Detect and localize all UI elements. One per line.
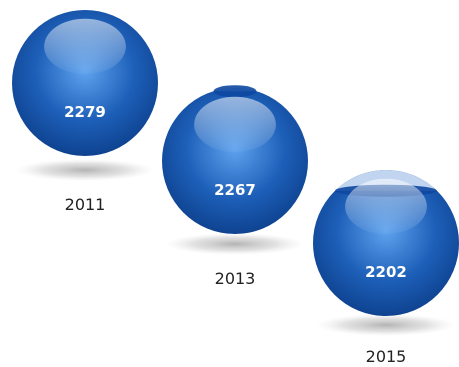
category-label-2015: 2015	[366, 347, 407, 366]
sphere-shadow	[15, 159, 155, 181]
data-label-2015: 2202	[365, 263, 407, 281]
data-label-2013: 2267	[214, 181, 256, 199]
sphere-group-2015: 2202 2015	[313, 169, 459, 366]
sphere-shadow	[316, 314, 456, 336]
sphere-level-line	[213, 85, 257, 98]
sphere-highlight	[345, 178, 427, 235]
sphere-group-2011: 2279 2011	[12, 10, 158, 214]
sphere-group-2013: 2267 2013	[162, 85, 308, 288]
sphere-highlight	[44, 18, 126, 75]
data-label-2011: 2279	[64, 103, 106, 121]
category-label-2011: 2011	[65, 195, 106, 214]
sphere-highlight	[194, 96, 276, 153]
sphere-shadow	[165, 233, 305, 255]
category-label-2013: 2013	[215, 269, 256, 288]
